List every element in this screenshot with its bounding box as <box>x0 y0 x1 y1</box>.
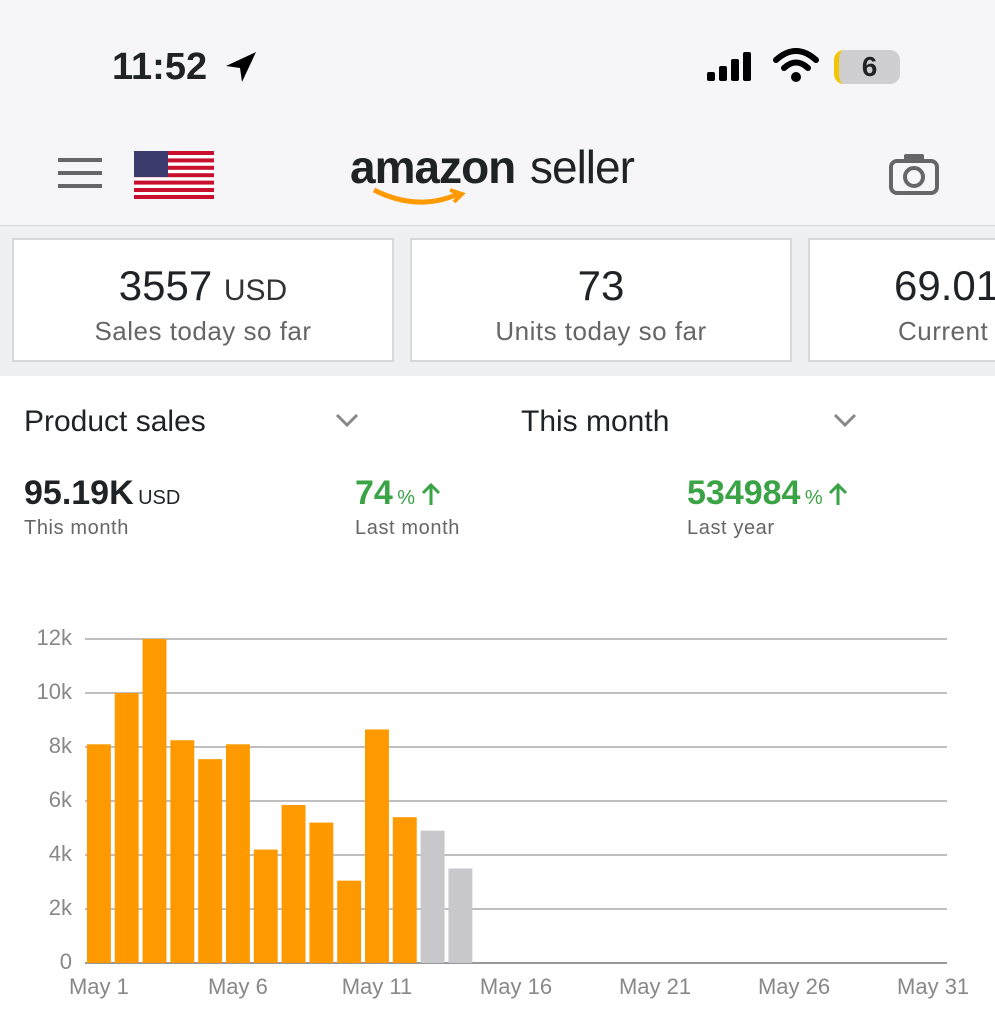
bar <box>86 744 111 963</box>
status-time: 11:52 <box>112 46 208 88</box>
summary-label: This month <box>24 517 129 539</box>
summary-value: 534984 <box>687 474 801 512</box>
bar <box>170 740 195 963</box>
kpi-label: Current <box>898 316 989 346</box>
summary-label: Last year <box>687 517 775 539</box>
kpi-value: 73 <box>577 262 625 309</box>
x-tick-label: May 1 <box>69 974 129 999</box>
bar <box>142 639 167 963</box>
bar <box>420 830 445 963</box>
bar <box>365 729 389 963</box>
bar <box>253 849 278 963</box>
kpi-unit: USD <box>223 274 288 307</box>
summary-unit: % <box>397 487 416 509</box>
sales-chart: 0 2k 4k 6k 8k 10k 12k May 1 May 6 May 11 May 16 May… <box>37 625 970 999</box>
summary-label: Last month <box>355 517 460 539</box>
top-bar: 11:52 6 amazon seller <box>0 0 995 226</box>
kpi-value: 3557 <box>118 262 213 309</box>
bar <box>448 868 473 963</box>
y-tick-label: 4k <box>49 841 73 866</box>
logo-suffix: seller <box>530 141 635 193</box>
location-icon <box>226 52 256 82</box>
bar <box>392 817 417 963</box>
kpi-card[interactable]: 69.01 Current <box>808 238 995 362</box>
menu-icon[interactable] <box>58 156 104 190</box>
y-tick-label: 6k <box>49 787 73 812</box>
bar <box>281 805 306 963</box>
kpi-value: 69.01 <box>894 262 995 309</box>
kpi-cards: 3557 USD Sales today so far 73 Units tod… <box>0 226 995 376</box>
kpi-label: Sales today so far <box>94 316 312 346</box>
us-flag[interactable] <box>134 151 214 199</box>
x-tick-label: May 21 <box>619 974 691 999</box>
bar <box>198 759 223 963</box>
wifi-icon <box>773 48 819 82</box>
x-tick-label: May 31 <box>897 974 969 999</box>
x-tick-label: May 6 <box>208 974 268 999</box>
period-selector[interactable]: This month <box>521 405 670 438</box>
bar <box>337 880 362 963</box>
summary-value: 95.19K <box>24 474 134 512</box>
summary-item: 534984 % <box>687 474 849 513</box>
signal-icon <box>707 52 751 81</box>
y-tick-label: 12k <box>37 625 73 650</box>
logo-brand: amazon <box>350 141 516 193</box>
kpi-card[interactable]: 3557 USD Sales today so far <box>12 238 394 362</box>
dropdown-icon[interactable] <box>334 410 360 430</box>
y-tick-label: 10k <box>37 679 73 704</box>
metric-selector[interactable]: Product sales <box>24 405 206 438</box>
bar <box>114 693 139 963</box>
x-tick-label: May 26 <box>758 974 830 999</box>
kpi-label: Units today so far <box>495 316 707 346</box>
summary-item: 74 % <box>355 474 442 513</box>
bar <box>225 744 250 963</box>
up-arrow <box>421 482 440 505</box>
summary-unit: USD <box>138 487 181 509</box>
y-tick-label: 8k <box>49 733 73 758</box>
summary-item: 95.19K USD <box>24 474 180 513</box>
camera-icon[interactable] <box>888 152 940 196</box>
summary-value: 74 <box>355 474 393 512</box>
x-tick-label: May 16 <box>480 974 552 999</box>
bar <box>309 822 334 963</box>
kpi-card[interactable]: 73 Units today so far <box>410 238 792 362</box>
up-arrow <box>829 482 848 505</box>
dropdown-icon[interactable] <box>832 410 858 430</box>
logo-smile <box>372 187 466 205</box>
summary-unit: % <box>804 487 823 509</box>
y-tick-label: 0 <box>60 949 72 974</box>
x-tick-label: May 11 <box>342 974 413 999</box>
battery: 6 <box>834 50 900 84</box>
y-tick-label: 2k <box>49 895 73 920</box>
